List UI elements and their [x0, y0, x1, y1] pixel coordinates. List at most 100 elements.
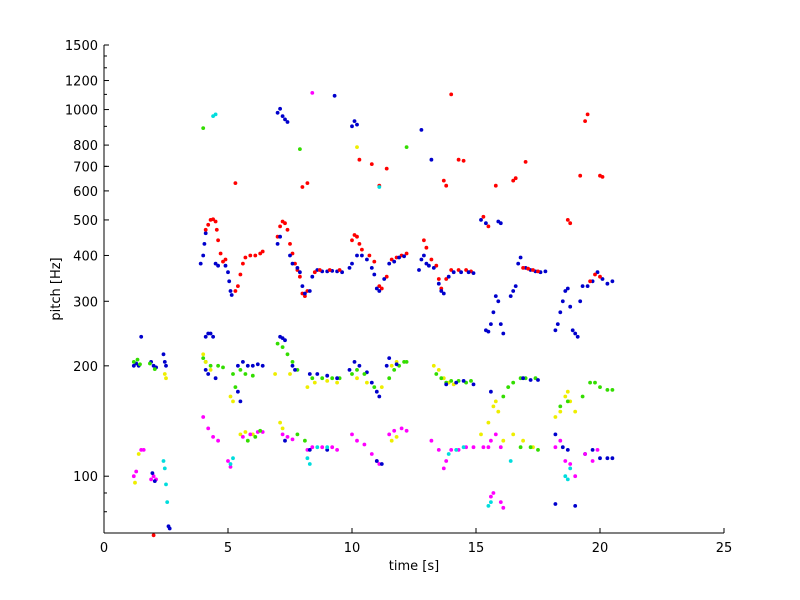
pitch-point-blue	[208, 331, 213, 336]
pitch-point-blue	[275, 242, 280, 246]
pitch-point-green	[610, 388, 615, 392]
pitch-point-red	[436, 277, 441, 281]
pitch-point-red	[203, 227, 208, 232]
pitch-point-blue	[397, 255, 401, 260]
pitch-point-blue	[429, 157, 434, 162]
pitch-point-red	[372, 259, 377, 264]
pitch-point-blue	[335, 376, 339, 381]
pitch-point-green	[536, 448, 540, 452]
pitch-point-blue	[471, 271, 476, 275]
pitch-point-cyan	[161, 459, 166, 463]
pitch-point-magenta	[241, 435, 245, 439]
pitch-point-magenta	[355, 438, 359, 443]
pitch-point-blue	[565, 286, 570, 291]
pitch-point-green	[231, 372, 235, 376]
pitch-point-blue	[290, 261, 295, 266]
pitch-point-red	[444, 277, 449, 281]
pitch-point-yellow	[486, 420, 491, 425]
pitch-point-blue	[295, 266, 300, 270]
pitch-point-green	[148, 361, 152, 366]
pitch-point-yellow	[136, 452, 141, 456]
pitch-point-blue	[216, 263, 221, 268]
pitch-point-magenta	[498, 445, 503, 450]
pitch-point-red	[526, 266, 530, 271]
pitch-point-red	[531, 268, 535, 272]
pitch-point-blue	[201, 253, 206, 258]
pitch-point-green	[233, 385, 238, 389]
pitch-point-cyan	[486, 504, 491, 508]
pitch-point-blue	[439, 289, 444, 293]
x-tick-label: 15	[468, 541, 485, 556]
pitch-point-red	[305, 181, 310, 186]
pitch-point-magenta	[501, 505, 506, 510]
pitch-point-red	[384, 274, 389, 279]
pitch-point-magenta	[441, 466, 446, 471]
pitch-point-blue	[382, 277, 387, 281]
pitch-point-blue	[213, 376, 218, 381]
pitch-point-blue	[508, 294, 513, 298]
pitch-point-blue	[486, 329, 491, 334]
pitch-point-red	[238, 272, 243, 277]
pitch-point-yellow	[162, 372, 167, 376]
pitch-point-red	[568, 221, 573, 226]
pitch-point-cyan	[461, 445, 466, 450]
pitch-point-magenta	[248, 432, 253, 437]
pitch-point-blue	[213, 261, 218, 266]
pitch-point-magenta	[387, 432, 392, 437]
pitch-point-blue	[315, 372, 320, 376]
pitch-point-green	[320, 376, 325, 381]
pitch-point-blue	[446, 274, 451, 279]
pitch-point-blue	[285, 120, 290, 124]
pitch-point-red	[221, 259, 225, 264]
pitch-point-blue	[498, 322, 503, 326]
pitch-point-magenta	[141, 448, 146, 452]
pitch-point-yellow	[273, 372, 277, 376]
pitch-point-cyan	[213, 112, 218, 117]
pitch-point-cyan	[565, 477, 570, 482]
pitch-point-red	[327, 268, 332, 272]
pitch-point-blue	[387, 261, 392, 266]
pitch-point-blue	[161, 352, 166, 357]
pitch-point-yellow	[278, 420, 282, 425]
pitch-point-blue	[484, 221, 488, 226]
pitch-point-cyan	[489, 500, 493, 504]
pitch-point-yellow	[203, 360, 208, 364]
pitch-point-yellow	[436, 368, 441, 372]
pitch-point-red	[593, 272, 597, 277]
pitch-point-blue	[241, 360, 245, 364]
pitch-point-blue	[288, 253, 292, 258]
pitch-point-blue	[518, 255, 523, 260]
pitch-point-magenta	[489, 494, 493, 499]
pitch-point-blue	[553, 432, 558, 437]
pitch-point-blue	[307, 372, 312, 376]
pitch-point-blue	[255, 362, 260, 367]
pitch-point-red	[278, 224, 282, 229]
pitch-point-magenta	[310, 91, 315, 95]
pitch-point-red	[283, 221, 287, 226]
pitch-point-magenta	[285, 435, 290, 439]
pitch-point-blue	[298, 270, 302, 275]
pitch-point-blue	[307, 289, 312, 293]
y-axis-ticks: 100 200 300 400 500 600 700 800 1000 1200 1500	[65, 39, 109, 513]
pitch-point-blue	[347, 368, 352, 372]
pitch-point-blue	[422, 253, 426, 258]
pitch-point-green	[605, 388, 610, 392]
pitch-point-magenta	[498, 500, 503, 504]
pitch-point-blue	[352, 119, 357, 123]
pitch-point-yellow	[511, 432, 516, 437]
pitch-point-magenta	[211, 435, 216, 439]
pitch-point-blue	[471, 382, 476, 387]
pitch-point-blue	[280, 114, 285, 118]
pitch-point-green	[330, 376, 335, 381]
pitch-point-red	[303, 294, 307, 298]
pitch-point-yellow	[335, 380, 339, 385]
pitch-point-red	[300, 185, 305, 189]
pitch-point-blue	[459, 270, 463, 275]
pitch-point-blue	[394, 362, 399, 367]
pitch-point-yellow	[573, 409, 578, 414]
pitch-point-green	[362, 372, 367, 376]
pitch-point-blue	[560, 299, 565, 304]
pitch-point-red	[206, 222, 211, 227]
